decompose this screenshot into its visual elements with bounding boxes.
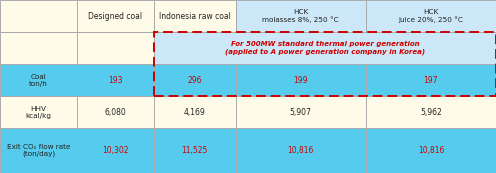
Bar [236,0,366,32]
Bar [236,64,366,96]
Bar [77,32,154,64]
Text: Indonesia raw coal: Indonesia raw coal [159,11,231,21]
Text: HCK
juice 20%, 250 °C: HCK juice 20%, 250 °C [398,9,463,23]
Text: 10,816: 10,816 [288,146,314,155]
Bar [366,128,496,173]
Text: HHV
kcal/kg: HHV kcal/kg [25,106,52,119]
Text: Coal
ton/h: Coal ton/h [29,74,48,86]
Text: 296: 296 [187,75,202,85]
Bar [77,128,154,173]
Bar [154,0,236,32]
Text: 10,302: 10,302 [102,146,128,155]
Bar [154,96,236,128]
Text: 4,169: 4,169 [184,107,205,117]
Text: 11,525: 11,525 [182,146,208,155]
Bar [154,32,496,96]
Bar [0,96,77,128]
Bar [154,32,496,64]
Text: Designed coal: Designed coal [88,11,142,21]
Text: Exit CO₂ flow rate
(ton/day): Exit CO₂ flow rate (ton/day) [6,144,70,157]
Bar [366,96,496,128]
Bar [236,128,366,173]
Bar [77,0,154,32]
Text: 197: 197 [424,75,438,85]
Bar [154,128,236,173]
Bar [366,64,496,96]
Text: 6,080: 6,080 [105,107,126,117]
Bar [77,64,154,96]
Bar [0,32,77,64]
Text: HCK
molasses 8%, 250 °C: HCK molasses 8%, 250 °C [262,9,339,23]
Text: 5,962: 5,962 [420,107,442,117]
Text: 10,816: 10,816 [418,146,444,155]
Bar [154,64,236,96]
Text: 199: 199 [294,75,308,85]
Text: 193: 193 [108,75,123,85]
Text: For 500MW standard thermal power generation
(applied to A power generation compa: For 500MW standard thermal power generat… [225,41,425,55]
Bar [0,64,77,96]
Bar [77,96,154,128]
Bar [366,0,496,32]
Bar [236,96,366,128]
Bar [0,128,77,173]
Text: 5,907: 5,907 [290,107,311,117]
Bar [0,0,77,32]
